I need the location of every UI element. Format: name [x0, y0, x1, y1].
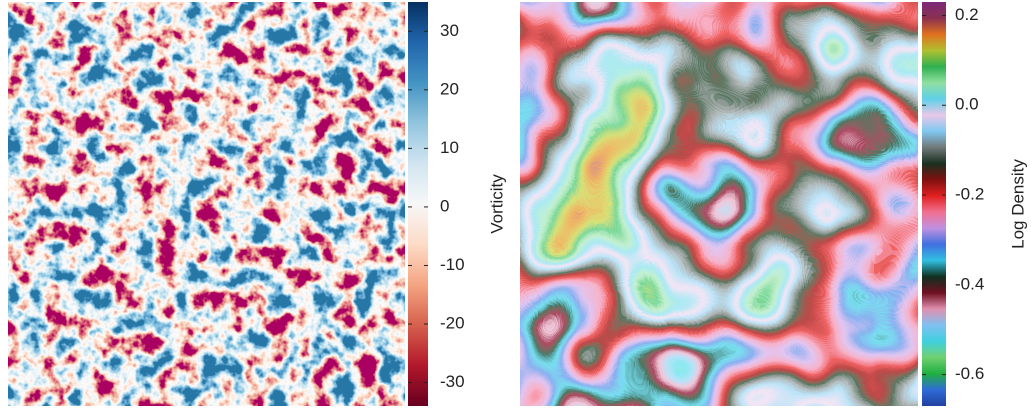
colorbar-tick-label: -0.6: [955, 364, 984, 383]
colorbar-tick-label: 0.2: [955, 5, 979, 24]
colorbar-tick-label: -20: [440, 314, 465, 333]
colorbar-tick-label: 0.0: [955, 95, 979, 114]
colorbar-tick-label: -30: [440, 372, 465, 391]
field-image: [8, 2, 405, 406]
colorbar-tick-label: 10: [440, 138, 459, 157]
colorbar-tick-label: -0.2: [955, 185, 984, 204]
colorbar-tick-label: 30: [440, 21, 459, 40]
colorbar-tick-label: 20: [440, 79, 459, 98]
figure: 30 20 10 0 -10 -20 -30 Vorticity 0.2 0.0 -0.2 -0.4 -…: [0, 0, 1031, 408]
colorbar: [408, 2, 428, 406]
colorbar-label: Vorticity: [487, 174, 506, 234]
field-image: [520, 2, 918, 406]
colorbar: [922, 2, 946, 406]
colorbar-tick-label: -10: [440, 255, 465, 274]
colorbar-label: Log Density: [1008, 159, 1027, 249]
colorbar-tick-label: 0: [440, 196, 449, 215]
colorbar-tick-label: -0.4: [955, 274, 984, 293]
